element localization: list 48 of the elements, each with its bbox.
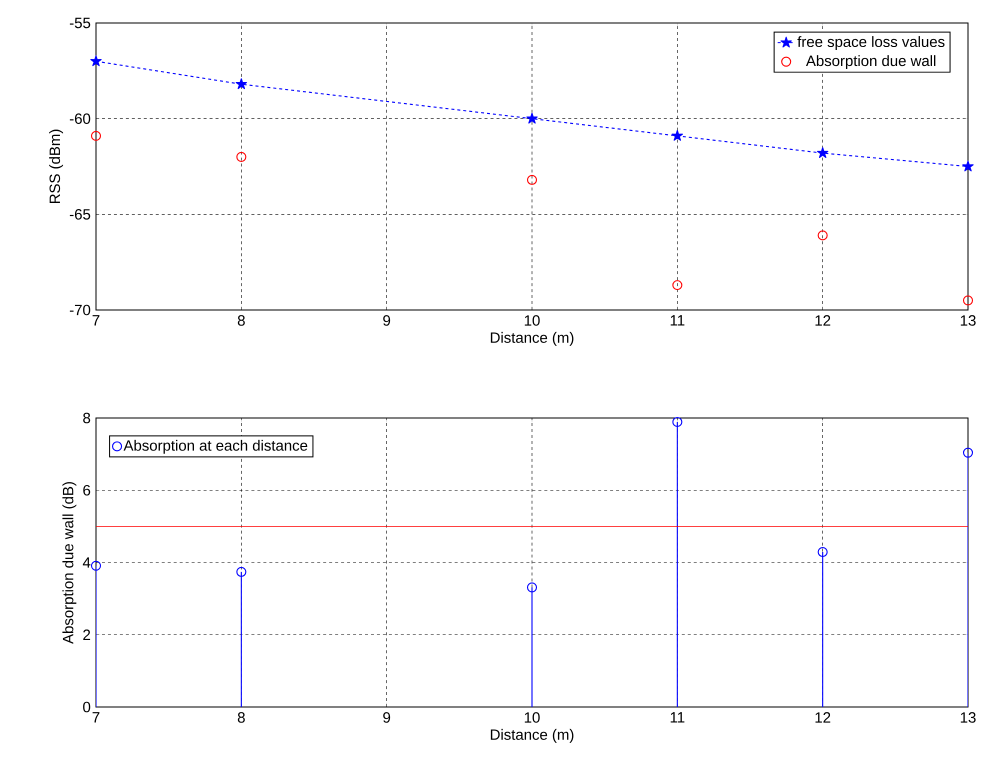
legend-label: free space loss values [797,36,944,50]
point [236,566,246,577]
y-tick-label: 2 [83,630,90,640]
x-tick-label: 10 [524,712,540,723]
point [962,448,974,458]
point [672,130,684,141]
y-tick-label: 8 [83,412,90,424]
point [962,295,974,306]
y-tick-label: 6 [83,484,90,496]
x-tick-label: 13 [960,315,976,326]
point [672,280,682,290]
point [672,416,682,428]
x-tick-label: 11 [670,712,684,722]
legend-label: Absorption due wall [806,55,936,70]
y-tick-label: -55 [70,18,90,28]
point [526,174,538,185]
x-tick-label: 12 [816,315,830,326]
x-tick-label: 8 [238,712,245,723]
point [90,55,102,66]
point [526,582,538,592]
x-tick-label: 8 [238,315,245,326]
point [90,130,102,141]
point [236,152,246,162]
y-tick-label: -60 [70,113,90,124]
y-axis-title: Absorption due wall (dB) [62,482,76,644]
legend-label: Absorption at each distance [124,440,308,454]
point [90,560,102,571]
x-tick-label: 9 [383,712,390,723]
point [526,112,538,124]
y-tick-label: -70 [70,304,90,316]
point [817,147,828,158]
x-tick-label: 7 [92,712,100,722]
point [962,160,974,172]
x-tick-label: 11 [670,315,684,326]
x-tick-label: 12 [816,712,830,723]
x-tick-label: 7 [92,315,100,326]
x-axis-title: Distance (m) [490,728,574,743]
x-axis-title: Distance (m) [490,332,574,346]
y-axis-title: RSS (dBm) [49,130,64,204]
y-tick-label: -65 [70,209,90,220]
y-tick-label: 4 [82,557,90,568]
x-tick-label: 9 [383,315,390,326]
point [236,78,248,90]
y-tick-label: 0 [83,702,90,712]
x-tick-label: 10 [524,315,540,326]
x-tick-label: 13 [960,712,976,723]
point [818,546,828,558]
point [818,230,828,240]
